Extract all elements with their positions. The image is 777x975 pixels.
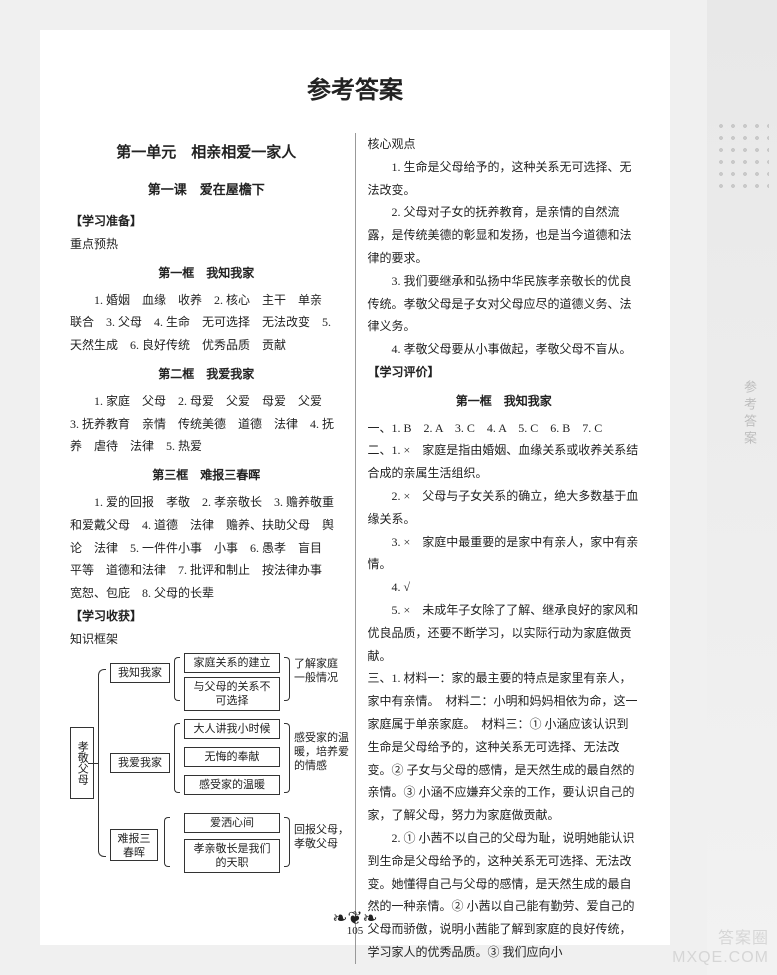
sidebar-tab-label: 参考答案 bbox=[740, 380, 759, 448]
diagram-brace bbox=[174, 657, 180, 701]
frame2-title: 第二框 我爱我家 bbox=[70, 363, 343, 386]
diagram-mid-2: 我爱我家 bbox=[110, 753, 170, 773]
columns: 第一单元 相亲相爱一家人 第一课 爱在屋檐下 【学习准备】 重点预热 第一框 我… bbox=[70, 133, 640, 964]
page-title: 参考答案 bbox=[70, 70, 640, 105]
core-1: 1. 生命是父母给予的，这种关系无可选择、无法改变。 bbox=[368, 156, 641, 202]
page-footer: ❧❦❧ 105 bbox=[332, 911, 377, 937]
diagram-brace bbox=[98, 669, 106, 857]
study-gain-label: 【学习收获】 bbox=[70, 605, 343, 628]
study-prep-sub: 重点预热 bbox=[70, 233, 343, 256]
sidebar: 参考答案 bbox=[707, 0, 777, 975]
diagram-note3: 回报父母，孝敬父母 bbox=[294, 823, 350, 852]
diagram-g2-1: 大人讲我小时候 bbox=[184, 719, 280, 739]
diagram-g1-2: 与父母的关系不可选择 bbox=[184, 677, 280, 712]
eval-2d: 4. √ bbox=[368, 576, 641, 599]
diagram-brace bbox=[284, 723, 290, 793]
diagram-brace bbox=[174, 723, 180, 793]
diagram-note1: 了解家庭一般情况 bbox=[294, 657, 348, 686]
right-column: 核心观点 1. 生命是父母给予的，这种关系无可选择、无法改变。 2. 父母对子女… bbox=[368, 133, 641, 964]
diagram-g2-2: 无悔的奉献 bbox=[184, 747, 280, 767]
page: 参考答案 第一单元 相亲相爱一家人 第一课 爱在屋檐下 【学习准备】 重点预热 … bbox=[40, 30, 670, 945]
eval-2b: 2. × 父母与子女关系的确立，绝大多数基于血缘关系。 bbox=[368, 485, 641, 531]
eval-frame1-title: 第一框 我知我家 bbox=[368, 390, 641, 413]
eval-1: 一、1. B 2. A 3. C 4. A 5. C 6. B 7. C bbox=[368, 417, 641, 440]
frame3-title: 第三框 难报三春晖 bbox=[70, 464, 343, 487]
eval-2c: 3. × 家庭中最重要的是家中有亲人，家中有亲情。 bbox=[368, 531, 641, 577]
column-separator bbox=[355, 133, 356, 964]
frame3-text: 1. 爱的回报 孝敬 2. 孝亲敬长 3. 赡养敬重和爱戴父母 4. 道德 法律… bbox=[70, 491, 343, 605]
eval-2a: 二、1. × 家庭是指由婚姻、血缘关系或收养关系结合成的亲属生活组织。 bbox=[368, 439, 641, 485]
diagram-g3-2: 孝亲敬长是我们的天职 bbox=[184, 839, 280, 874]
diagram-g3-1: 爱洒心间 bbox=[184, 813, 280, 833]
diagram-mid-1: 我知我家 bbox=[110, 663, 170, 683]
watermark-bottom: MXQE.COM bbox=[672, 948, 769, 967]
sidebar-pattern-icon bbox=[715, 120, 769, 190]
unit-title: 第一单元 相亲相爱一家人 bbox=[70, 139, 343, 168]
diagram-g1-1: 家庭关系的建立 bbox=[184, 653, 280, 673]
core-4: 4. 孝敬父母要从小事做起，孝敬父母不盲从。 bbox=[368, 338, 641, 361]
diagram-brace bbox=[284, 657, 290, 701]
watermark: 答案圈 MXQE.COM bbox=[672, 929, 769, 967]
study-gain-sub: 知识框架 bbox=[70, 628, 343, 651]
diagram-line bbox=[88, 763, 98, 764]
knowledge-diagram: 孝敬父母 我知我家 我爱我家 难报三春晖 家庭关系的建立 与父母的关系不可选择 … bbox=[70, 657, 343, 877]
lesson-title: 第一课 爱在屋檐下 bbox=[70, 178, 343, 203]
eval-3b: 2. ① 小茜不以自己的父母为耻，说明她能认识到生命是父母给予的，这种关系无可选… bbox=[368, 827, 641, 964]
footer-ornament-icon: ❧❦❧ bbox=[332, 911, 377, 925]
frame2-text: 1. 家庭 父母 2. 母爱 父爱 母爱 父爱 3. 抚养教育 亲情 传统美德 … bbox=[70, 390, 343, 458]
diagram-brace bbox=[164, 817, 170, 867]
core-title: 核心观点 bbox=[368, 133, 641, 156]
frame1-text: 1. 婚姻 血缘 收养 2. 核心 主干 单亲 联合 3. 父母 4. 生命 无… bbox=[70, 289, 343, 357]
frame1-title: 第一框 我知我家 bbox=[70, 262, 343, 285]
watermark-top: 答案圈 bbox=[672, 929, 769, 948]
core-3: 3. 我们要继承和弘扬中华民族孝亲敬长的优良传统。孝敬父母是子女对父母应尽的道德… bbox=[368, 270, 641, 338]
core-2: 2. 父母对子女的抚养教育，是亲情的自然流露，是传统美德的彰显和发扬，也是当今道… bbox=[368, 201, 641, 269]
eval-title: 【学习评价】 bbox=[368, 361, 641, 384]
diagram-g2-3: 感受家的温暖 bbox=[184, 775, 280, 795]
eval-3a: 三、1. 材料一：家的最主要的特点是家里有亲人，家中有亲情。 材料二：小明和妈妈… bbox=[368, 667, 641, 827]
diagram-note2: 感受家的温暖，培养爱的情感 bbox=[294, 731, 350, 774]
diagram-mid-3: 难报三春晖 bbox=[110, 829, 158, 861]
study-prep-label: 【学习准备】 bbox=[70, 210, 343, 233]
diagram-brace bbox=[284, 817, 290, 867]
eval-2e: 5. × 未成年子女除了了解、继承良好的家风和优良品质，还要不断学习，以实际行动… bbox=[368, 599, 641, 667]
left-column: 第一单元 相亲相爱一家人 第一课 爱在屋檐下 【学习准备】 重点预热 第一框 我… bbox=[70, 133, 343, 964]
